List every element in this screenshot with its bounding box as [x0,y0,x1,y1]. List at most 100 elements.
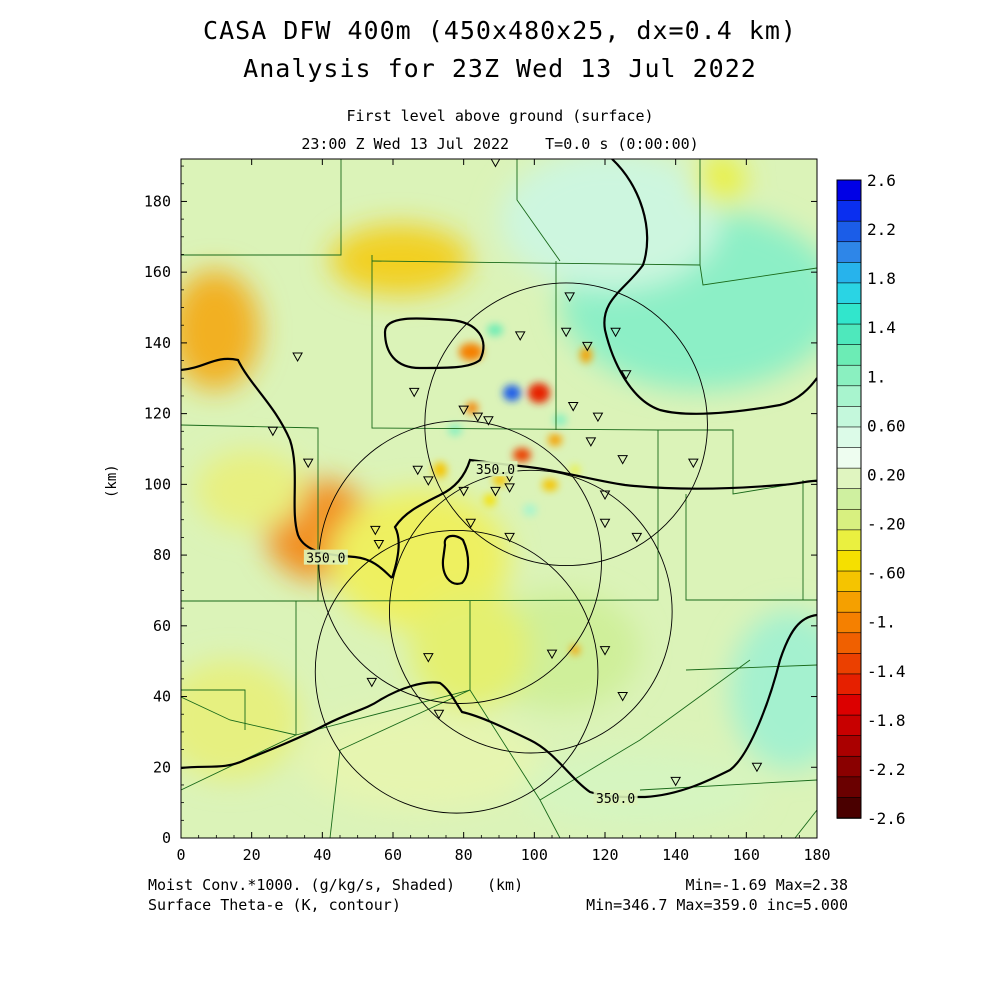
y-tick-label: 160 [144,263,171,281]
radar-range-rings [314,282,708,814]
y-tick-label: 120 [144,405,171,423]
contour-description: Surface Theta-e (K, contour) [148,896,401,914]
colorbar-label: 2.6 [867,171,896,190]
station-marker [504,483,515,493]
colorbar-label: 0.20 [867,465,906,484]
station-marker [408,387,420,398]
colorbar-swatch [836,776,862,799]
station-marker [610,327,621,338]
contour-labels: 350.0 350.0 350.0 [303,461,638,807]
colorbar-swatch [836,694,862,716]
heatmap-field: 350.0 350.0 350.0 [181,159,817,838]
x-tick-label: 20 [243,846,261,864]
radar-ring-3 [389,469,673,754]
station-marker [458,486,470,497]
x-tick-label: 180 [803,846,830,864]
colorbar: 2.6 2.2 1.8 1.4 1. 0.60 0.20 -.20 -.60 -1. -1.4 -1.… [836,171,906,828]
colorbar-swatch [836,467,862,490]
contour-label: 350.0 [596,792,635,807]
y-tick-label: 40 [153,688,171,706]
station-marker [599,646,611,656]
chart-title-line2: Analysis for 23Z Wed 13 Jul 2022 [243,54,757,83]
station-marker [599,518,611,529]
contour-label-bg [303,549,348,565]
colorbar-label: 1. [867,367,886,386]
theta-e-contours [181,159,817,799]
station-marker [504,532,515,543]
radar-ring-0 [314,530,599,814]
station-marker [373,539,385,550]
station-marker [483,416,494,426]
colorbar-swatch [836,385,862,408]
colorbar-swatch [836,632,862,655]
colorbar-swatch [836,797,862,819]
station-marker [581,341,593,352]
colorbar-swatch [836,241,862,264]
station-marker [369,525,381,536]
station-marker [567,402,579,412]
x-tick-label: 140 [662,846,689,864]
station-markers [267,159,763,787]
x-tick-label: 120 [591,846,618,864]
colorbar-swatch [836,529,862,552]
y-tick-label: 100 [144,475,171,493]
station-marker [433,709,445,720]
y-tick-label: 60 [153,617,171,635]
y-tick-label: 80 [153,546,171,564]
field-min-max: Min=-1.69 Max=2.38 [685,876,848,894]
colorbar-swatch [836,303,862,325]
station-marker [490,486,501,497]
colorbar-label: -2.2 [867,760,906,779]
colorbar-swatch [836,364,862,387]
station-marker [490,159,501,168]
y-axis: 0 20 40 60 80 100 120 140 160 180 [144,165,817,847]
station-marker [422,653,434,663]
x-tick-label: 160 [733,846,760,864]
colorbar-label: 1.8 [867,269,896,288]
colorbar-label: -1. [867,613,896,632]
contour-label-bg [593,790,638,806]
contour-label: 350.0 [476,463,515,478]
x-tick-label: 80 [455,846,473,864]
station-marker [267,426,279,437]
colorbar-label: -1.4 [867,662,906,681]
colorbar-swatch [836,653,862,675]
x-axis: 0 20 40 60 80 100 120 140 160 180 [176,159,831,864]
y-tick-label: 20 [153,758,171,776]
x-tick-label: 60 [384,846,402,864]
contour-label: 350.0 [306,552,345,567]
colorbar-label: -2.6 [867,809,906,828]
station-marker [617,692,629,702]
colorbar-swatch [836,570,862,593]
station-marker [564,292,576,302]
colorbar-swatch [836,591,862,613]
station-marker [412,465,424,476]
y-axis-label: (km) [104,464,120,498]
colorbar-swatch [836,735,862,758]
station-marker [599,490,611,500]
x-tick-label: 100 [521,846,548,864]
colorbar-swatch [836,714,862,737]
station-marker [472,412,484,423]
station-marker [292,352,303,363]
contour-label-bg [473,461,518,477]
station-marker [560,327,572,338]
colorbar-swatch [836,406,862,428]
colorbar-swatch [836,426,862,449]
colorbar-label: 1.4 [867,318,896,337]
chart-subtitle-line1: First level above ground (surface) [346,107,654,125]
station-marker [465,518,477,529]
colorbar-swatch [836,344,862,367]
colorbar-frame [836,179,862,819]
colorbar-swatch [836,673,862,696]
colorbar-swatch [836,200,862,222]
x-tick-label: 0 [176,846,185,864]
colorbar-swatch [836,179,862,202]
colorbar-swatch [836,262,862,284]
station-marker [585,437,597,447]
station-marker [546,649,558,660]
y-tick-label: 0 [162,829,171,847]
colorbar-label: 2.2 [867,220,896,239]
colorbar-swatch [836,447,862,469]
